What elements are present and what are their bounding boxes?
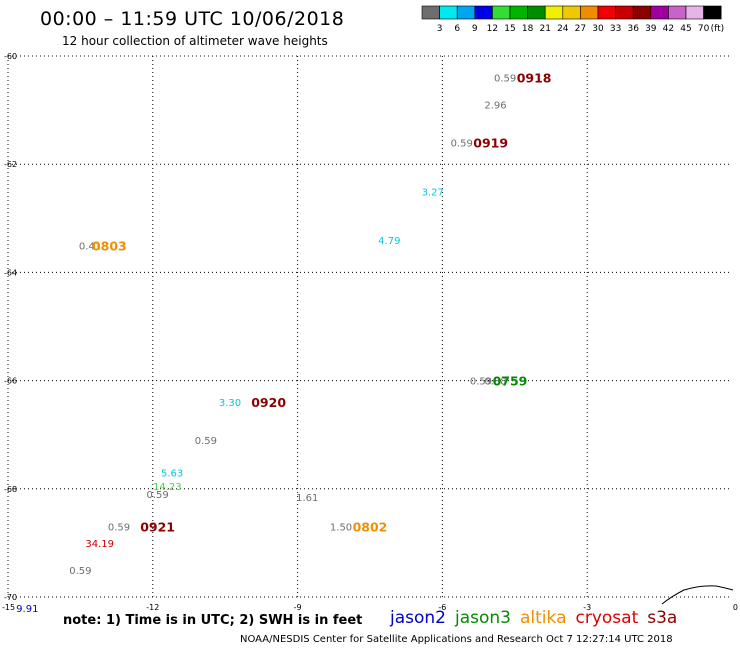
wave-height-label: 0.59 [470,377,492,388]
y-tick-label: -60 [4,52,17,61]
y-tick-label: -66 [4,377,17,386]
wave-height-label: 1.50 [330,523,352,534]
wave-height-label: 0.41 [79,241,101,252]
x-tick-label: -9 [294,603,302,612]
pass-time-label: 0918 [517,71,552,86]
wave-height-label: 34.19 [85,539,114,550]
color-scale-label: 36 [627,24,639,34]
color-scale-unit: (ft) [711,24,725,34]
x-tick-label: 0 [733,603,738,612]
color-scale-legend: 3 6 9 12 15 18 21 24 27 30 33 36 39 42 45 70 (ft) [421,5,725,34]
wave-height-label: 9.91 [16,604,38,615]
pass-time-label: 0920 [251,395,286,410]
coastline [661,585,734,605]
pass-time-label: 0921 [140,520,175,535]
x-tick-label: -6 [438,603,446,612]
y-tick-label: -64 [4,268,17,277]
x-tick-label: -3 [583,603,591,612]
pass-time-label: 0802 [353,520,388,535]
wave-height-label: 3.27 [422,187,444,198]
wave-height-label: 0.59 [494,74,516,85]
color-scale-label: 18 [522,24,534,34]
wave-height-label: 0.59 [146,490,168,501]
color-scale-label: 42 [663,24,674,34]
wave-height-label: 4.79 [378,236,400,247]
color-swatch [703,5,722,20]
color-scale-label: 70 [698,24,710,34]
color-scale-label: 45 [680,24,691,34]
legend-item-s3a: s3a [647,608,678,628]
wave-height-label: 5.63 [161,469,183,480]
y-tick-label: -68 [4,485,17,494]
color-scale-label: 30 [592,24,604,34]
color-scale-label: 21 [539,24,550,34]
color-scale-label: 9 [472,24,478,34]
pass-time-label: 0759 [493,374,528,389]
color-scale-label: 3 [437,24,443,34]
wave-height-label: 1.61 [296,493,318,504]
chart-title: 00:00 – 11:59 UTC 10/06/2018 [40,8,345,30]
x-tick-label: -12 [146,603,159,612]
color-scale-label: 6 [454,24,460,34]
legend-item-cryosat: cryosat [575,608,639,628]
wave-height-label: 0.59 [108,523,130,534]
credit-line: NOAA/NESDIS Center for Satellite Applica… [240,634,673,645]
chart-subtitle: 12 hour collection of altimeter wave hei… [62,34,328,48]
color-scale-label: 15 [504,24,515,34]
y-tick-label: -62 [4,160,17,169]
color-scale-label: 39 [645,24,657,34]
legend-item-jason2: jason2 [390,608,446,628]
wave-height-label: 0.59 [195,436,217,447]
wave-height-label: 3.30 [219,398,241,409]
wave-height-label: 0.59 [69,566,91,577]
legend-item-altika: altika [520,608,567,628]
color-scale-label: 33 [610,24,621,34]
x-tick-label: -15 [2,603,15,612]
y-tick-label: -70 [4,593,17,602]
color-scale-label: 12 [487,24,498,34]
footer-note: note: 1) Time is in UTC; 2) SWH is in fe… [63,613,363,628]
wave-height-label: 0.88 [484,377,506,388]
wave-height-label: 0.59 [451,139,473,150]
legend-item-jason3: jason3 [455,608,511,628]
color-scale-label: 24 [557,24,569,34]
satellite-legend: jason2 jason3 altika cryosat s3a [390,608,686,628]
wave-height-label: 2.96 [484,101,506,112]
color-scale-label: 27 [575,24,586,34]
pass-time-label: 0919 [473,136,508,151]
wave-height-label: 14.23 [153,482,182,493]
pass-time-label: 0803 [92,238,127,253]
